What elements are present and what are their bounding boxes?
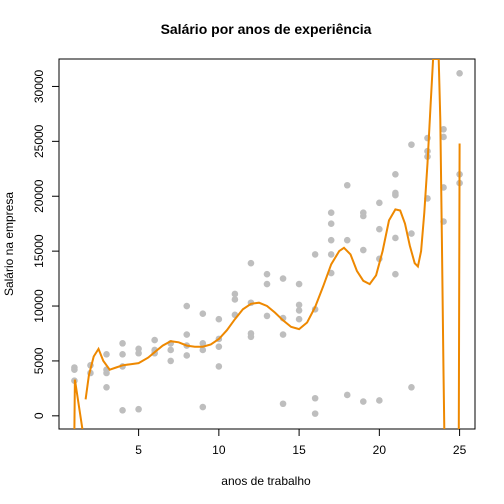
data-point	[279, 400, 287, 408]
y-axis: 0 5000 10000 15000 20000 25000 30000	[32, 69, 59, 419]
data-point	[392, 170, 399, 178]
x-tick-label: 10	[212, 443, 226, 457]
data-point	[376, 225, 383, 233]
data-point	[279, 331, 287, 338]
data-point	[359, 246, 367, 254]
data-point	[408, 141, 415, 148]
data-point	[199, 403, 207, 411]
y-tick-label: 0	[32, 412, 46, 419]
data-point	[343, 391, 351, 399]
data-point	[135, 349, 142, 357]
data-point	[359, 398, 367, 405]
y-tick-label: 25000	[32, 124, 46, 158]
data-point	[263, 312, 271, 320]
chart-title: Salário por anos de experiência	[161, 21, 372, 37]
y-tick-label: 30000	[32, 69, 46, 103]
data-point	[215, 343, 223, 350]
data-point	[263, 270, 271, 278]
data-point	[247, 259, 255, 267]
data-point	[183, 302, 191, 310]
data-point	[456, 69, 463, 77]
data-point	[215, 363, 223, 370]
data-point	[119, 407, 126, 414]
data-point	[392, 191, 399, 199]
x-tick-label: 25	[453, 443, 467, 457]
data-point	[295, 301, 303, 309]
data-point	[408, 230, 415, 237]
data-point	[135, 405, 142, 413]
y-tick-label: 10000	[32, 289, 46, 323]
y-axis-label: Salário na empresa	[2, 192, 16, 296]
data-point	[327, 236, 335, 244]
data-point	[215, 315, 223, 323]
data-point	[408, 383, 415, 391]
data-point	[103, 369, 110, 377]
x-axis: 5 10 15 20 25	[135, 429, 467, 457]
data-point	[343, 181, 351, 189]
data-point	[151, 336, 158, 344]
data-point	[103, 351, 110, 358]
data-point	[167, 346, 175, 354]
data-point	[392, 234, 399, 242]
data-point	[119, 340, 126, 347]
data-point	[295, 307, 303, 314]
data-point	[327, 209, 335, 217]
data-point	[327, 251, 335, 258]
data-point	[376, 199, 383, 207]
data-point	[231, 296, 239, 303]
data-point	[231, 290, 239, 298]
x-tick-label: 5	[135, 443, 142, 457]
data-point	[311, 394, 319, 402]
data-point	[440, 133, 447, 141]
x-tick-label: 20	[373, 443, 387, 457]
data-point	[167, 357, 175, 365]
data-point	[359, 212, 367, 220]
data-point	[263, 280, 271, 288]
y-tick-label: 15000	[32, 234, 46, 268]
data-point	[199, 346, 207, 354]
data-point	[311, 251, 319, 258]
data-point	[327, 220, 335, 227]
data-point	[71, 364, 78, 371]
data-point	[440, 125, 447, 133]
x-axis-label: anos de trabalho	[221, 474, 311, 488]
y-tick-label: 20000	[32, 179, 46, 213]
data-point	[119, 351, 126, 358]
plot-frame	[58, 58, 476, 430]
x-tick-label: 15	[292, 443, 306, 457]
data-point	[199, 310, 207, 318]
y-tick-label: 5000	[32, 347, 46, 374]
data-point	[376, 397, 383, 404]
data-point	[311, 410, 319, 417]
data-point	[279, 275, 287, 282]
data-point	[183, 331, 191, 338]
data-point	[183, 352, 191, 359]
data-point	[247, 333, 255, 341]
data-point	[392, 270, 399, 278]
data-point	[199, 340, 207, 347]
data-point	[103, 383, 110, 391]
data-point	[343, 236, 351, 244]
data-point	[295, 280, 303, 288]
data-point	[295, 315, 303, 323]
fitted-curve	[73, 59, 461, 429]
